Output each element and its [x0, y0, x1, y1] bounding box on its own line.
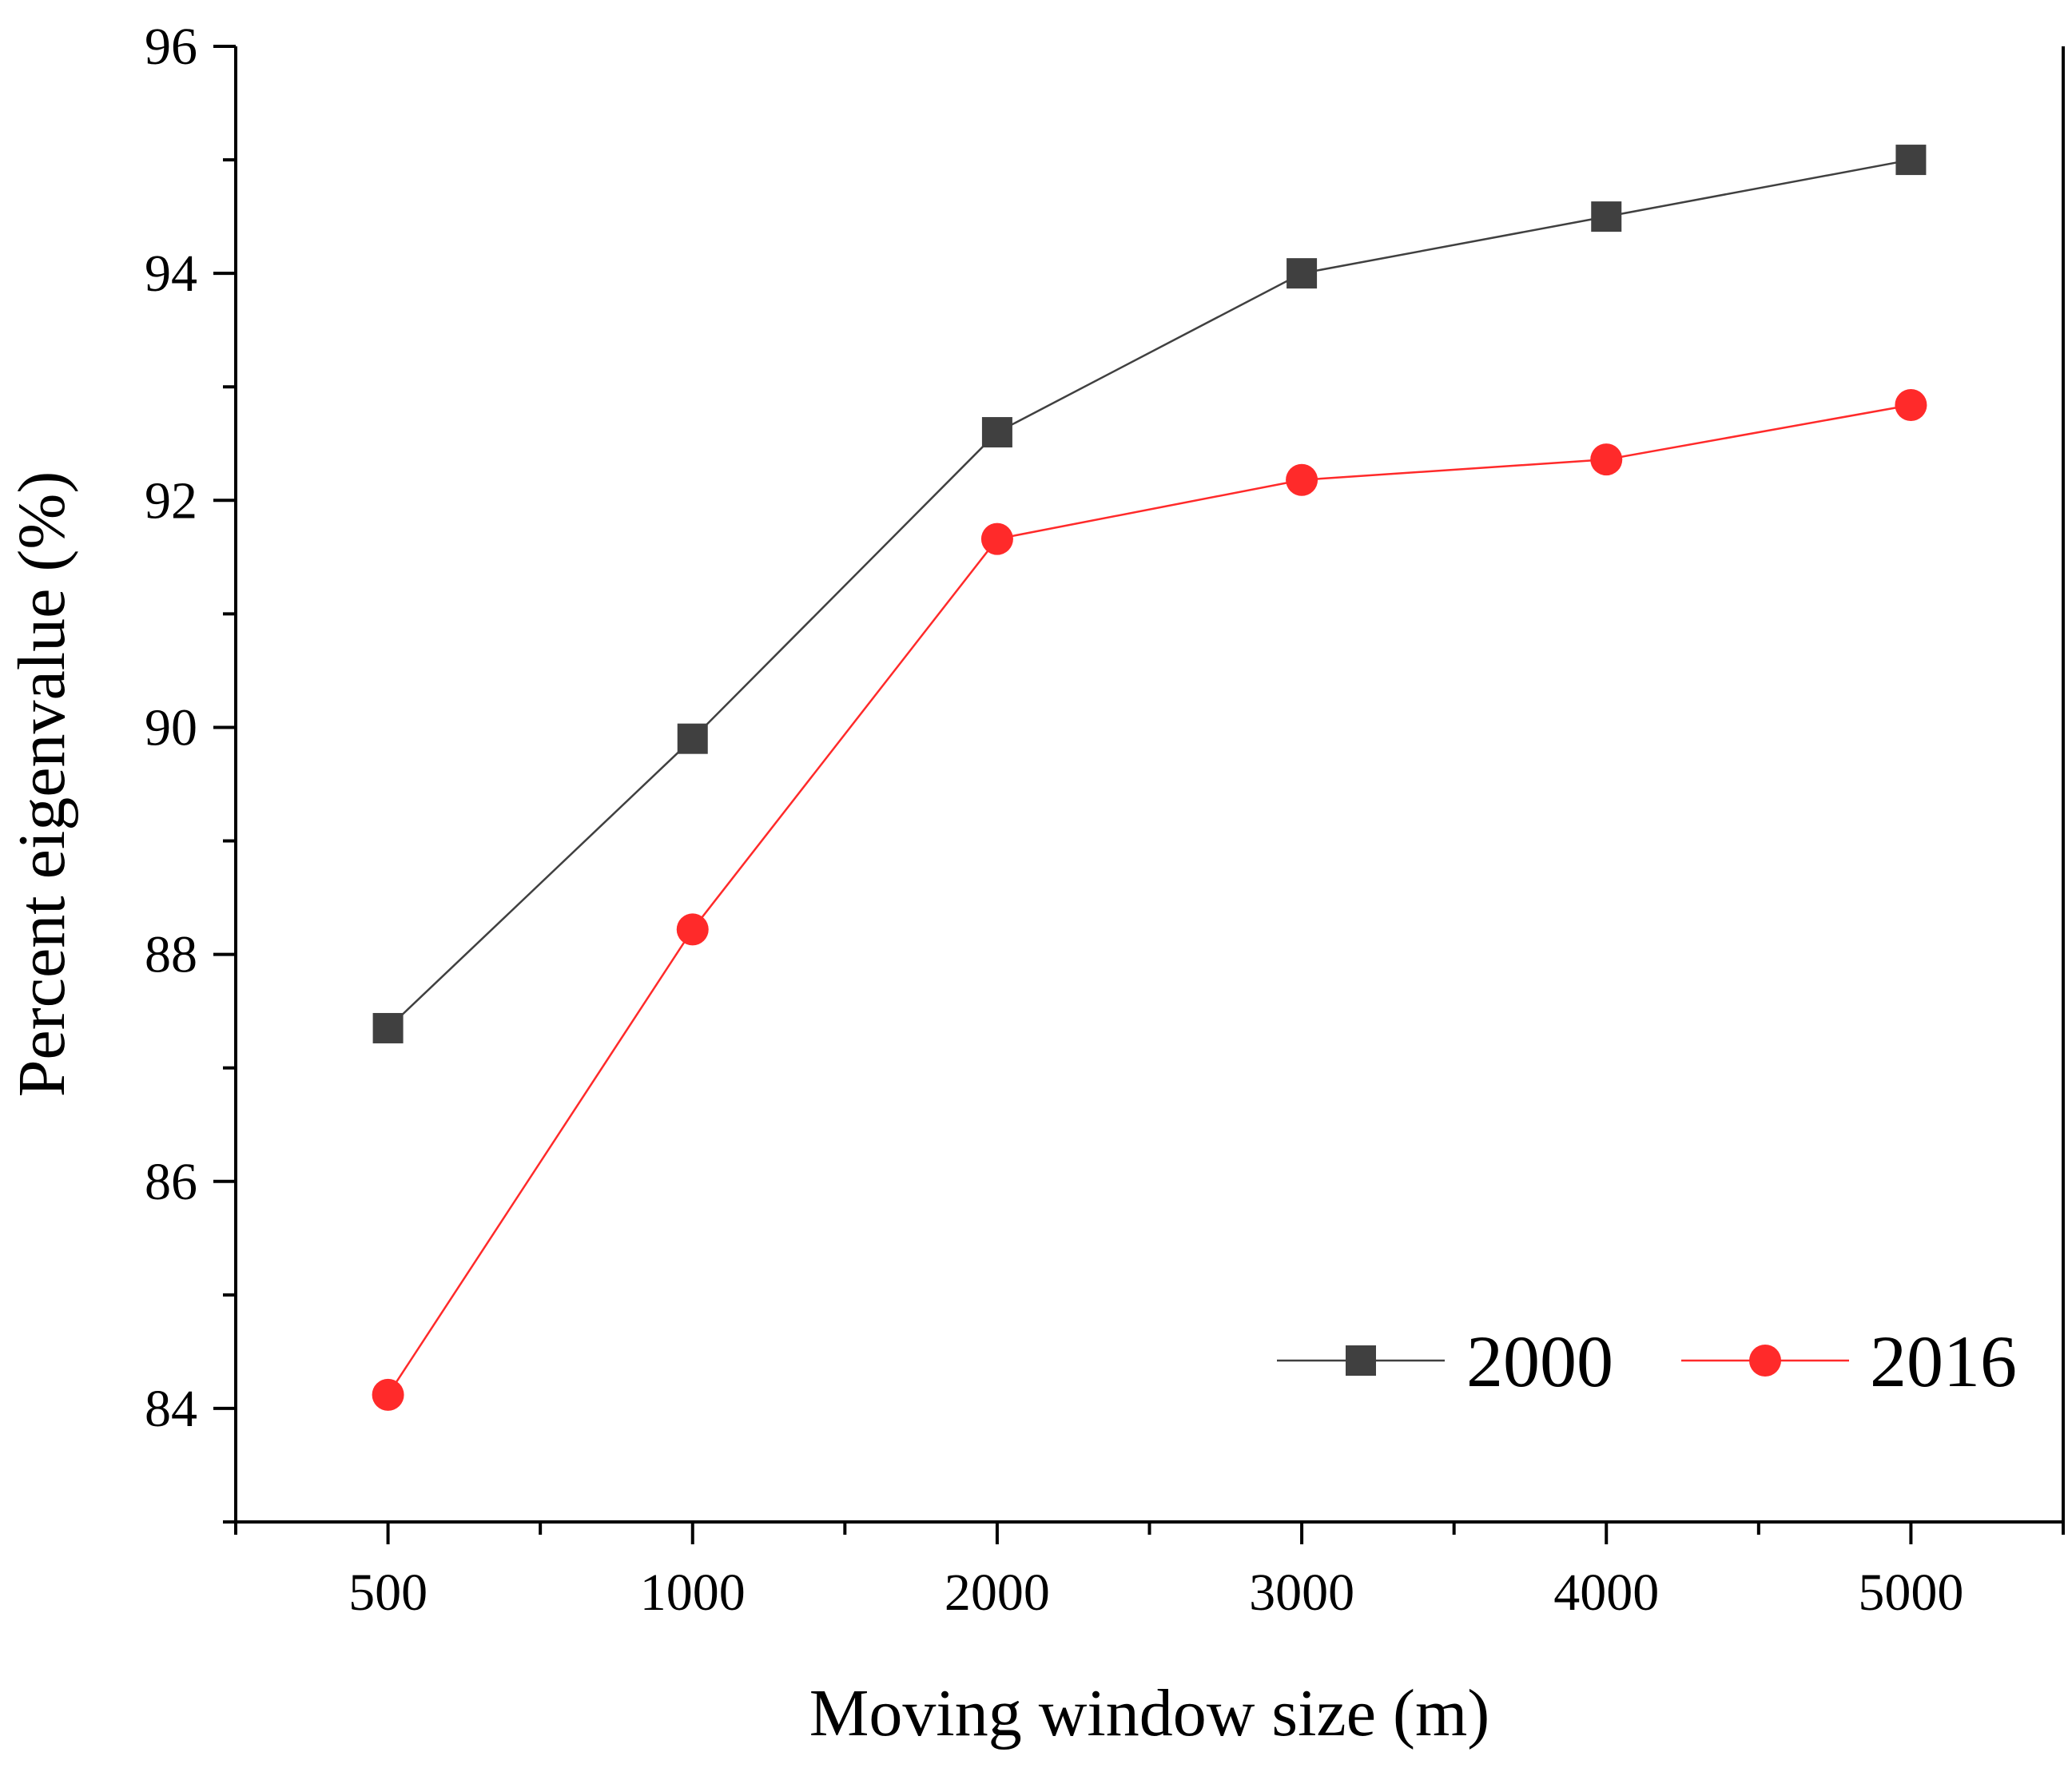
data-point-2016-5000 [1895, 388, 1927, 421]
legend-item-2016: 2016 [1681, 1321, 2017, 1402]
legend-item-2000: 2000 [1277, 1321, 1613, 1402]
series-2016 [372, 388, 1927, 1411]
data-point-2000-3000 [1287, 258, 1318, 289]
data-point-2000-2000 [981, 417, 1012, 448]
data-point-2016-4000 [1590, 443, 1623, 476]
legend-label-2016: 2016 [1870, 1321, 2017, 1402]
x-axis-title: Moving window size (m) [809, 1676, 1490, 1750]
y-tick-label: 96 [145, 18, 197, 76]
y-tick-label: 90 [145, 698, 197, 757]
x-tick-label: 4000 [1553, 1563, 1659, 1622]
x-tick-label: 2000 [945, 1563, 1050, 1622]
data-point-2016-2000 [980, 522, 1013, 555]
data-point-2016-3000 [1286, 463, 1318, 496]
legend-label-2000: 2000 [1466, 1321, 1613, 1402]
y-tick-label: 88 [145, 926, 197, 984]
data-point-2016-1000 [676, 913, 709, 946]
data-point-2000-500 [372, 1012, 404, 1043]
axes: 84 86 88 90 92 94 96 500 1000 2000 3000 4000 5000 Mov… [5, 18, 2065, 1750]
y-tick-label: 92 [145, 471, 197, 530]
series-layer [372, 145, 1927, 1411]
legend-marker-2016 [1749, 1345, 1781, 1377]
x-tick-label: 500 [348, 1563, 428, 1622]
legend: 2000 2016 [1277, 1321, 2017, 1402]
y-tick-label: 84 [145, 1380, 197, 1438]
x-tick-label: 3000 [1249, 1563, 1354, 1622]
series-2000 [372, 145, 1927, 1043]
y-axis-title: Percent eigenvalue (%) [5, 471, 79, 1098]
data-point-2000-4000 [1591, 201, 1622, 232]
x-tick-label: 5000 [1858, 1563, 1963, 1622]
series-line-2016 [387, 403, 1911, 1396]
y-tick-label: 86 [145, 1153, 197, 1211]
data-point-2000-5000 [1895, 145, 1927, 176]
data-point-2016-500 [372, 1378, 404, 1411]
legend-marker-2000 [1346, 1345, 1376, 1376]
x-tick-label: 1000 [640, 1563, 746, 1622]
y-tick-label: 94 [145, 244, 197, 303]
series-line-2000 [387, 158, 1911, 1029]
data-point-2000-1000 [677, 723, 708, 754]
